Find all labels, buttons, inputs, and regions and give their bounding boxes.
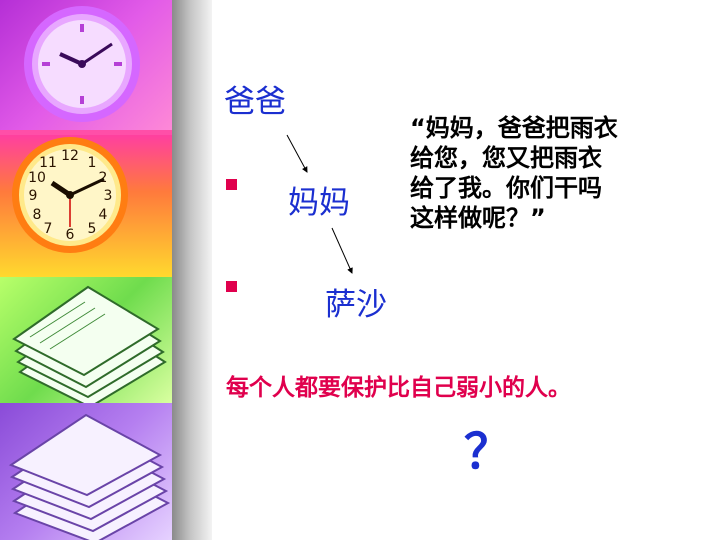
arrow-mom-to-sasha [331, 227, 353, 274]
svg-text:11: 11 [39, 155, 57, 171]
svg-text:7: 7 [44, 221, 53, 237]
orange-clock-image: 12 3 6 9 1 11 2 10 4 5 7 8 [0, 135, 172, 277]
svg-text:10: 10 [28, 170, 46, 186]
svg-text:6: 6 [66, 227, 75, 243]
svg-text:4: 4 [99, 207, 108, 223]
bullet-square [226, 179, 237, 190]
name-mom: 妈妈 [288, 185, 350, 221]
arrow-dad-to-mom [286, 134, 308, 173]
quote-line: “妈妈，爸爸把雨衣 [410, 114, 618, 142]
quote-text: “妈妈，爸爸把雨衣 给您，您又把雨衣 给了我。你们干吗 这样做呢？” [410, 113, 700, 233]
purple-books-image [0, 403, 172, 540]
svg-text:12: 12 [61, 148, 79, 164]
svg-text:8: 8 [33, 207, 42, 223]
name-dad: 爸爸 [224, 84, 286, 120]
svg-text:3: 3 [104, 188, 113, 204]
moral-sentence: 每个人都要保护比自己弱小的人。 [226, 375, 571, 401]
bullet-square [226, 281, 237, 292]
quote-line: 这样做呢？” [410, 204, 546, 232]
name-sasha: 萨沙 [325, 287, 387, 323]
green-books-image [0, 277, 172, 403]
svg-text:9: 9 [29, 188, 38, 204]
quote-line: 给您，您又把雨衣 [410, 144, 602, 172]
purple-clock-image [0, 0, 172, 135]
question-mark: ？ [464, 424, 513, 480]
svg-text:5: 5 [88, 221, 97, 237]
decorative-sidebar: 12 3 6 9 1 11 2 10 4 5 7 8 [0, 0, 172, 540]
svg-text:1: 1 [88, 155, 97, 171]
quote-line: 给了我。你们干吗 [410, 174, 602, 202]
sidebar-shadow [172, 0, 212, 540]
